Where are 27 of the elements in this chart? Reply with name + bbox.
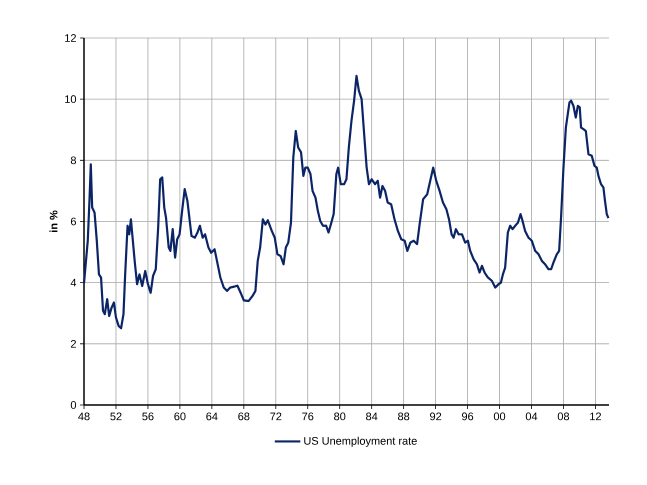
y-tick-label: 12: [65, 34, 76, 42]
x-tick-label: 04: [526, 412, 538, 420]
x-tick-label: 72: [270, 412, 282, 420]
y-tick-label: 6: [70, 218, 76, 226]
y-tick-label: 8: [70, 156, 76, 164]
y-tick-label: 2: [70, 340, 76, 348]
line-series: [82, 74, 610, 330]
x-tick-label: 52: [110, 412, 122, 420]
x-tick-label: 64: [206, 412, 218, 420]
x-tick-label: 80: [334, 412, 346, 420]
x-tick-label: 08: [558, 412, 570, 420]
y-tick-label: 0: [70, 401, 76, 409]
x-tick-label: 88: [398, 412, 410, 420]
x-tick-label: 60: [174, 412, 186, 420]
y-tick-label: 10: [65, 95, 76, 104]
x-tick-label: 76: [302, 412, 314, 420]
x-tick-label: 00: [494, 412, 506, 420]
y-tick-label: 4: [70, 278, 76, 286]
x-tick-label: 56: [142, 412, 154, 420]
x-tick-label: 68: [238, 412, 250, 420]
y-axis-title: in %: [49, 210, 58, 232]
x-tick-label: 92: [430, 412, 442, 420]
legend-label: US Unemployment rate: [304, 436, 417, 447]
x-tick-label: 12: [590, 412, 601, 420]
x-tick-label: 84: [366, 412, 378, 420]
x-tick-label: 96: [462, 412, 474, 420]
x-tick-label: 48: [78, 412, 90, 420]
